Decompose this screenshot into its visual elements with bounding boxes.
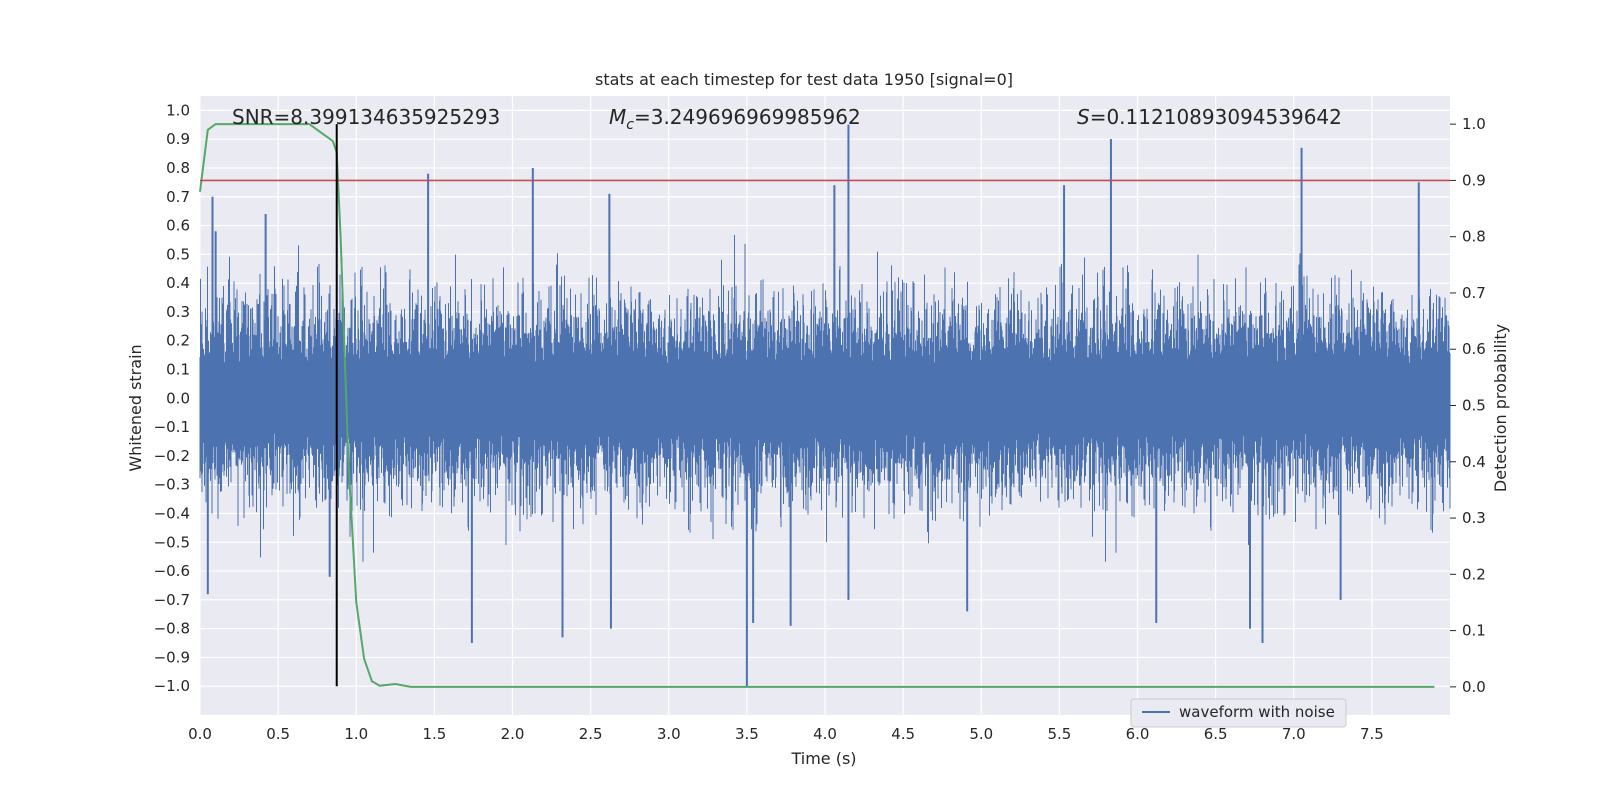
s-value: =0.11210893094539642 — [1090, 105, 1342, 129]
y-tick-label: −0.6 — [154, 562, 190, 580]
legend: waveform with noise — [1130, 698, 1347, 728]
right-axis-ticks: 1.0 0.9 0.8 0.7 0.6 0.5 0.4 0.3 0.2 0.1 0.0 — [1450, 115, 1486, 696]
x-tick-label: 7.5 — [1360, 725, 1384, 743]
x-tick-label: 3.0 — [657, 725, 681, 743]
y-tick-label: −0.9 — [154, 648, 190, 666]
right-tick-label: 0.4 — [1462, 453, 1486, 471]
legend-entry: waveform with noise — [1179, 703, 1335, 721]
right-tick-label: 0.9 — [1462, 171, 1486, 189]
waveform-path — [199, 124, 1451, 687]
chirp-mass-annotation: Mc=3.249696969985962 — [609, 105, 861, 133]
y-tick-label: −0.4 — [154, 504, 190, 522]
x-tick-label: 7.0 — [1282, 725, 1306, 743]
x-tick-label: 3.5 — [735, 725, 759, 743]
x-axis-ticks: 0.0 0.5 1.0 1.5 2.0 2.5 3.0 3.5 4.0 4.5 5.0 5.5 6.0 6… — [188, 725, 1384, 743]
y-tick-label: 0.2 — [166, 332, 190, 350]
y-tick-label: 0.0 — [166, 389, 190, 407]
y-tick-label: 0.3 — [166, 303, 190, 321]
mc-value: =3.249696969985962 — [634, 105, 861, 129]
y-tick-label: −1.0 — [154, 677, 190, 695]
right-tick-label: 0.0 — [1462, 678, 1486, 696]
y-tick-label: 0.8 — [166, 159, 190, 177]
probability-series — [199, 123, 1435, 688]
probability-line — [199, 123, 1435, 688]
x-tick-label: 2.0 — [501, 725, 525, 743]
s-annotation: S=0.11210893094539642 — [1077, 105, 1342, 129]
y-tick-label: −0.3 — [154, 476, 190, 494]
mc-symbol: M — [609, 105, 626, 129]
mc-subscript: c — [626, 117, 634, 133]
x-tick-label: 5.0 — [969, 725, 993, 743]
x-axis-label: Time (s) — [790, 749, 856, 768]
y-tick-label: −0.1 — [154, 418, 190, 436]
y-tick-label: 0.4 — [166, 274, 190, 292]
y-tick-label: 0.1 — [166, 361, 190, 379]
right-tick-label: 0.8 — [1462, 228, 1486, 246]
right-tick-label: 0.3 — [1462, 509, 1486, 527]
x-tick-label: 6.5 — [1204, 725, 1228, 743]
y-tick-label: 0.7 — [166, 188, 190, 206]
waveform-series — [199, 124, 1451, 687]
y-tick-label: 0.9 — [166, 130, 190, 148]
y-tick-label: 0.5 — [166, 245, 190, 263]
right-tick-label: 0.2 — [1462, 565, 1486, 583]
x-tick-label: 1.5 — [422, 725, 446, 743]
right-tick-label: 0.6 — [1462, 340, 1486, 358]
y-tick-label: −0.5 — [154, 533, 190, 551]
right-axis-label: Detection probability — [1491, 324, 1510, 492]
y-axis-ticks: 1.0 0.9 0.8 0.7 0.6 0.5 0.4 0.3 0.2 0.1 0.0 −0.1 −0.… — [154, 101, 190, 695]
y-tick-label: 1.0 — [166, 101, 190, 119]
y-tick-label: −0.7 — [154, 591, 190, 609]
right-tick-label: 0.1 — [1462, 622, 1486, 640]
y-tick-label: 0.6 — [166, 217, 190, 235]
right-tick-label: 0.5 — [1462, 397, 1486, 415]
chart-title: stats at each timestep for test data 195… — [595, 70, 1013, 89]
x-tick-label: 1.0 — [344, 725, 368, 743]
right-tick-label: 1.0 — [1462, 115, 1486, 133]
x-tick-label: 5.5 — [1047, 725, 1071, 743]
y-tick-label: −0.8 — [154, 620, 190, 638]
x-tick-label: 2.5 — [579, 725, 603, 743]
x-tick-label: 6.0 — [1126, 725, 1150, 743]
y-tick-label: −0.2 — [154, 447, 190, 465]
x-tick-label: 0.5 — [266, 725, 290, 743]
y-axis-label: Whitened strain — [126, 344, 145, 471]
right-tick-label: 0.7 — [1462, 284, 1486, 302]
x-tick-label: 4.0 — [813, 725, 837, 743]
snr-annotation: SNR=8.399134635925293 — [232, 105, 500, 129]
s-symbol: S — [1077, 105, 1090, 129]
x-tick-label: 0.0 — [188, 725, 212, 743]
x-tick-label: 4.5 — [891, 725, 915, 743]
